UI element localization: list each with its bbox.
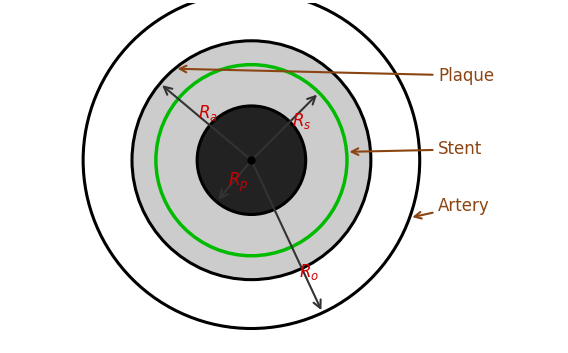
Text: $R_p$: $R_p$	[228, 170, 249, 193]
Circle shape	[197, 106, 306, 215]
Text: $R_s$: $R_s$	[292, 110, 311, 131]
Text: $R_o$: $R_o$	[299, 262, 319, 282]
Circle shape	[132, 41, 371, 280]
Text: Plaque: Plaque	[179, 66, 494, 84]
Circle shape	[83, 0, 420, 329]
Text: $R_a$: $R_a$	[198, 103, 218, 122]
Text: Artery: Artery	[415, 197, 490, 219]
Text: Stent: Stent	[352, 140, 482, 158]
